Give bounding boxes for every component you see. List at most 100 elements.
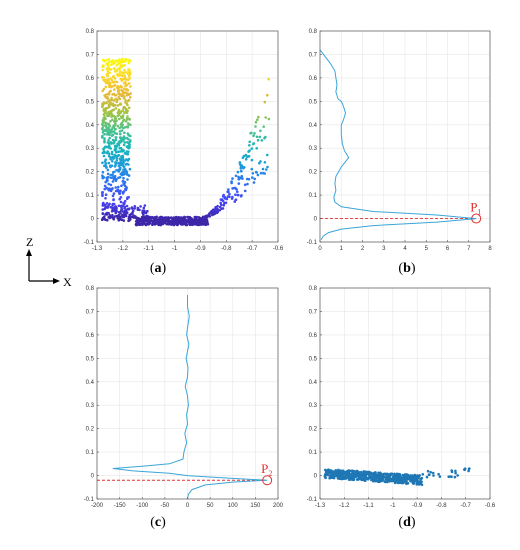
- scatter-point: [354, 472, 358, 475]
- scatter-point: [124, 78, 128, 81]
- scatter-point: [263, 161, 267, 164]
- scatter-point: [199, 217, 203, 220]
- scatter-point: [104, 206, 108, 209]
- scatter-point: [410, 475, 413, 479]
- scatter-point: [196, 222, 200, 225]
- scatter-point: [389, 479, 393, 483]
- scatter-point: [114, 127, 117, 131]
- scatter-point: [114, 161, 117, 164]
- scatter-point: [224, 201, 228, 205]
- x-tick-label: -0.7: [247, 246, 258, 252]
- scatter-point: [234, 193, 237, 196]
- scatter-point: [115, 73, 119, 76]
- scatter-point: [200, 220, 204, 223]
- scatter-point: [125, 58, 128, 62]
- scatter-point: [113, 88, 116, 91]
- scatter-point: [380, 478, 384, 482]
- scatter-point: [262, 125, 266, 128]
- scatter-point: [467, 469, 470, 473]
- scatter-point: [218, 209, 221, 212]
- scatter-point: [112, 142, 115, 145]
- x-arrowhead-icon: [53, 278, 60, 284]
- scatter-point: [122, 176, 125, 180]
- scatter-point: [100, 123, 104, 126]
- scatter-point: [123, 74, 126, 78]
- scatter-point: [333, 475, 336, 478]
- scatter-point: [131, 212, 134, 215]
- y-tick-label: 0.7: [86, 309, 95, 315]
- scatter-point: [123, 131, 126, 134]
- scatter-point: [413, 477, 416, 481]
- scatter-point: [454, 471, 457, 475]
- scatter-point: [116, 124, 120, 128]
- axis-orientation-legend: ZX: [26, 235, 72, 289]
- scatter-point: [364, 471, 367, 475]
- scatter-point: [105, 213, 109, 216]
- scatter-point: [259, 129, 262, 133]
- scatter-point: [104, 95, 107, 99]
- scatter-point: [150, 216, 153, 220]
- scatter-point: [109, 77, 112, 80]
- scatter-point: [103, 128, 107, 132]
- scatter-point: [236, 170, 240, 174]
- scatter-point: [387, 477, 391, 480]
- scatter-point: [126, 72, 130, 76]
- scatter-point: [117, 204, 121, 208]
- panel-caption: (b): [398, 261, 415, 276]
- scatter-point: [126, 88, 130, 92]
- y-tick-label: 0.1: [309, 450, 318, 456]
- x-tick-label: 200: [273, 503, 284, 509]
- scatter-point: [125, 102, 129, 105]
- scatter-point: [450, 470, 454, 474]
- scatter-point: [125, 141, 129, 144]
- scatter-point: [103, 184, 107, 188]
- scatter-point: [220, 203, 223, 207]
- scatter-point: [238, 162, 242, 165]
- scatter-point: [111, 187, 114, 190]
- scatter-point: [129, 215, 133, 219]
- scatter-point: [396, 473, 399, 476]
- scatter-point: [324, 476, 327, 480]
- scatter-point: [106, 172, 110, 176]
- scatter-point: [263, 137, 266, 140]
- scatter-point: [216, 204, 219, 208]
- scatter-point: [118, 217, 122, 221]
- x-tick-label: -1.1: [363, 503, 374, 509]
- scatter-point: [237, 175, 240, 179]
- scatter-point: [101, 208, 104, 211]
- scatter-point: [212, 213, 215, 216]
- scatter-point: [386, 479, 389, 483]
- scatter-point: [159, 216, 163, 219]
- y-tick-label: 0.8: [309, 286, 318, 292]
- scatter-point: [107, 82, 110, 85]
- profile-line: [319, 49, 477, 240]
- scatter-point: [112, 75, 115, 78]
- scatter-point: [143, 204, 147, 207]
- y-tick-label: -0.1: [307, 240, 318, 246]
- y-tick-label: 0: [91, 474, 95, 480]
- scatter-point: [107, 103, 111, 106]
- scatter-point: [248, 144, 251, 147]
- scatter-point: [122, 97, 126, 100]
- y-tick-label: 0.5: [86, 356, 95, 362]
- scatter-point: [120, 60, 124, 63]
- scatter-point: [253, 177, 256, 181]
- scatter-point: [127, 68, 131, 71]
- scatter-point: [111, 180, 115, 183]
- scatter-point: [250, 131, 253, 135]
- scatter-point: [139, 205, 142, 208]
- scatter-point: [111, 118, 114, 122]
- scatter-point: [125, 125, 129, 129]
- chart-panel-a: -1.3 -1.2 -1.1 -1 -0.9 -0.8 -0.7 -0.6 -0.1 0 0.1 0.…: [84, 29, 284, 276]
- scatter-point: [115, 63, 119, 67]
- scatter-point: [117, 168, 121, 171]
- scatter-point: [108, 216, 112, 220]
- x-tick-label: 100: [228, 503, 239, 509]
- scatter-point: [112, 192, 116, 195]
- scatter-point: [147, 223, 150, 226]
- scatter-point: [426, 469, 430, 473]
- scatter-point: [149, 219, 153, 222]
- scatter-point: [106, 70, 110, 73]
- scatter-point: [186, 215, 189, 219]
- scatter-point: [105, 127, 109, 131]
